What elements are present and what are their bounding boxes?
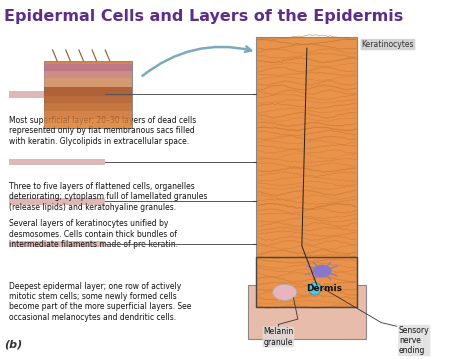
Text: Epidermal Cells and Layers of the Epidermis: Epidermal Cells and Layers of the Epider… (4, 9, 404, 24)
Text: Several layers of keratinocytes unified by
desmosomes. Cells contain thick bundl: Several layers of keratinocytes unified … (9, 219, 178, 249)
Bar (44, 120, 131, 129)
Text: Deepest epidermal layer; one row of actively
mitotic stem cells; some newly form: Deepest epidermal layer; one row of acti… (9, 282, 191, 322)
Text: Most superficial layer; 20–30 layers of dead cells
represented only by flat memb: Most superficial layer; 20–30 layers of … (9, 116, 196, 146)
Bar (44, 111, 131, 120)
Bar (256, 257, 357, 307)
Text: (b): (b) (4, 339, 23, 349)
Bar (9, 159, 105, 165)
Text: Keratinocytes: Keratinocytes (362, 40, 414, 49)
Bar (44, 64, 131, 71)
Bar (256, 37, 357, 307)
Text: Melanin
granule: Melanin granule (263, 327, 293, 347)
Ellipse shape (273, 284, 297, 300)
Text: Three to five layers of flattened cells, organelles
deteriorating; cytoplasm ful: Three to five layers of flattened cells,… (9, 182, 207, 212)
Text: Sensory
nerve
ending: Sensory nerve ending (399, 326, 429, 355)
Bar (44, 96, 131, 103)
Bar (44, 87, 131, 96)
Ellipse shape (309, 283, 321, 295)
Bar (44, 71, 131, 78)
Bar (9, 198, 105, 205)
Text: Dermis: Dermis (306, 284, 342, 293)
Ellipse shape (312, 265, 332, 277)
Bar (44, 103, 131, 111)
Bar (248, 285, 366, 339)
Bar (9, 241, 105, 247)
Bar (44, 61, 131, 129)
Bar (44, 78, 131, 87)
Bar (9, 91, 105, 98)
